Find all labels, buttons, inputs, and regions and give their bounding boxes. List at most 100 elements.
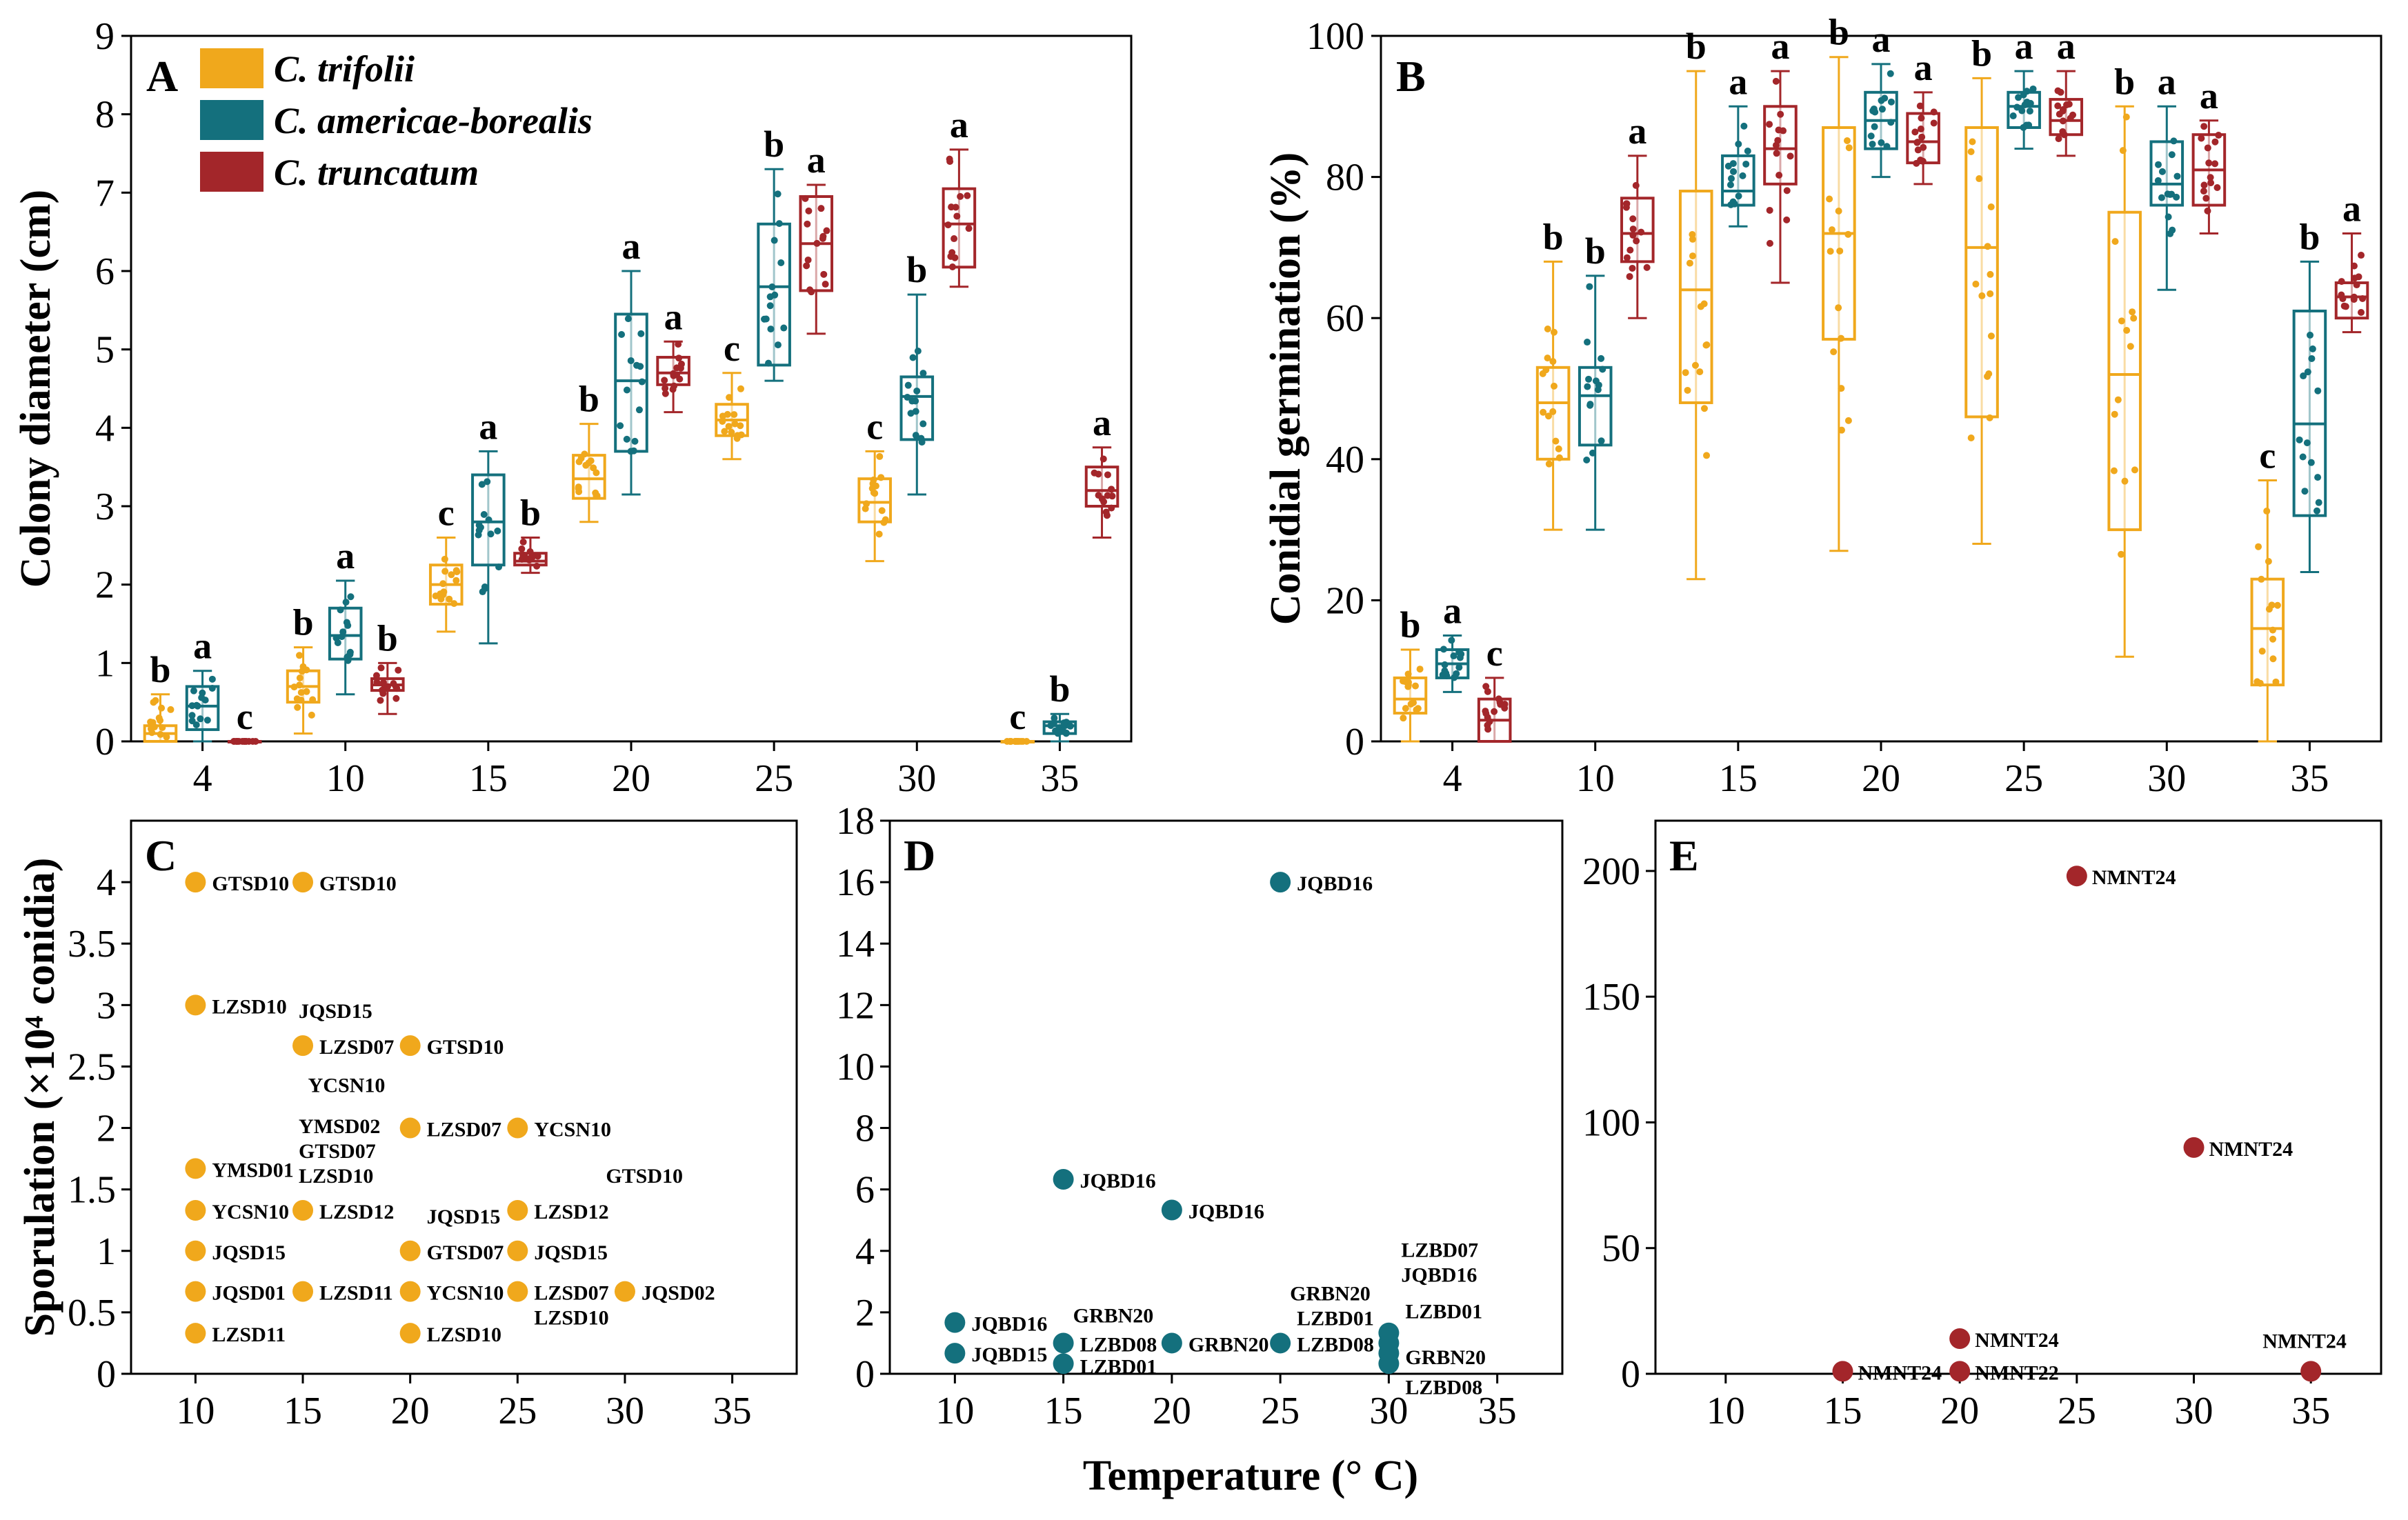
data-point [1632,181,1640,189]
data-point [2110,467,2118,474]
significance-letter: a [1443,590,1462,632]
data-point [2309,345,2316,352]
data-point [1871,123,1878,130]
data-point [390,680,397,688]
panel-letter: A [146,52,178,101]
significance-letter: c [1009,696,1026,737]
data-point [1583,456,1591,463]
data-point [1552,437,1560,445]
data-point [780,324,788,332]
data-point [2154,177,2162,184]
y-tick-label: 8 [95,94,115,137]
box: c [428,492,464,633]
data-point [208,675,216,683]
data-point [1440,646,1447,653]
point-label: GRBN20 [1073,1304,1154,1327]
y-tick-label: 8 [855,1108,875,1150]
data-point [862,505,869,512]
box: b [2292,216,2327,573]
data-point [819,232,827,240]
significance-letter: b [1686,26,1707,67]
data-point [1828,226,1835,234]
data-point [876,452,884,460]
data-point [2303,439,2311,447]
data-point [2359,294,2367,302]
y-tick-label: 2.5 [68,1046,116,1088]
y-tick-label: 2 [95,564,115,607]
data-point [774,190,782,198]
data-point [2025,121,2033,129]
data-point [342,599,350,606]
data-point [296,652,304,659]
data-point [2204,207,2211,214]
data-point [245,738,252,745]
point-label: GRBN20 [1405,1346,1486,1369]
data-point [2167,191,2174,199]
data-point [2114,396,2122,403]
data-point [1772,77,1780,85]
data-point [946,155,953,163]
x-tick-label: 35 [2290,757,2329,800]
data-point [1918,114,1925,122]
data-point [1766,239,1773,247]
data-point [208,684,216,692]
point-label: YMSD02 [299,1115,380,1138]
x-tick-label: 20 [1153,1390,1191,1432]
data-point [475,531,482,539]
data-point [719,417,726,425]
data-point [914,347,922,354]
data-point [1095,492,1102,499]
data-point [309,696,317,703]
box: a [185,626,220,743]
data-point [1930,108,1938,116]
data-point [481,585,489,592]
data-point [1544,354,1551,362]
data-point [2170,137,2178,145]
data-point [870,476,877,483]
point-label: LZBD08 [1297,1333,1374,1356]
x-tick-label: 15 [469,757,508,800]
data-point [2296,436,2303,443]
data-point [1730,168,1738,175]
data-point [637,363,644,370]
panel-c-sporulation-trifolii: 0 0.5 1 1.5 2 2.5 3 3.5 4 10 15 20 25 30 35 Sporulation… [17,819,798,1432]
significance-letter: b [2299,216,2320,257]
data-point [448,571,455,579]
y-tick-label: 1.5 [68,1169,116,1212]
data-point [1740,122,1748,130]
scatter-point [2183,1137,2205,1158]
data-point [1586,283,1593,290]
x-tick-label: 4 [193,757,212,800]
significance-letter: a [479,406,497,447]
significance-letter: a [2158,61,2176,102]
significance-letter: a [1093,402,1111,443]
legend-swatch [200,100,263,140]
data-point [1549,408,1557,415]
data-point [737,431,745,439]
data-point [1544,326,1551,333]
data-point [728,428,735,436]
data-point [1686,259,1693,267]
data-point [1783,187,1791,194]
data-point [2204,144,2211,152]
data-point [1104,471,1111,479]
legend-swatch [200,152,263,192]
data-point [1887,119,1895,126]
legend-label: C. trifolii [274,48,415,90]
point-label: JQBD16 [1401,1264,1477,1287]
y-tick-label: 4 [95,407,115,450]
scatter-point [1161,1332,1182,1354]
data-point [2009,112,2017,120]
data-point [1987,290,1994,297]
point-label: GTSD10 [319,872,397,895]
panel-letter: E [1669,831,1699,880]
data-point [1783,216,1791,223]
data-point [1542,366,1550,374]
scatter-point [292,1035,314,1057]
box: b [1678,26,1713,581]
data-point [2255,543,2262,550]
significance-letter: a [1771,26,1789,67]
significance-letter: a [622,226,641,267]
point-label: YCSN10 [212,1201,289,1223]
data-point [627,357,635,364]
